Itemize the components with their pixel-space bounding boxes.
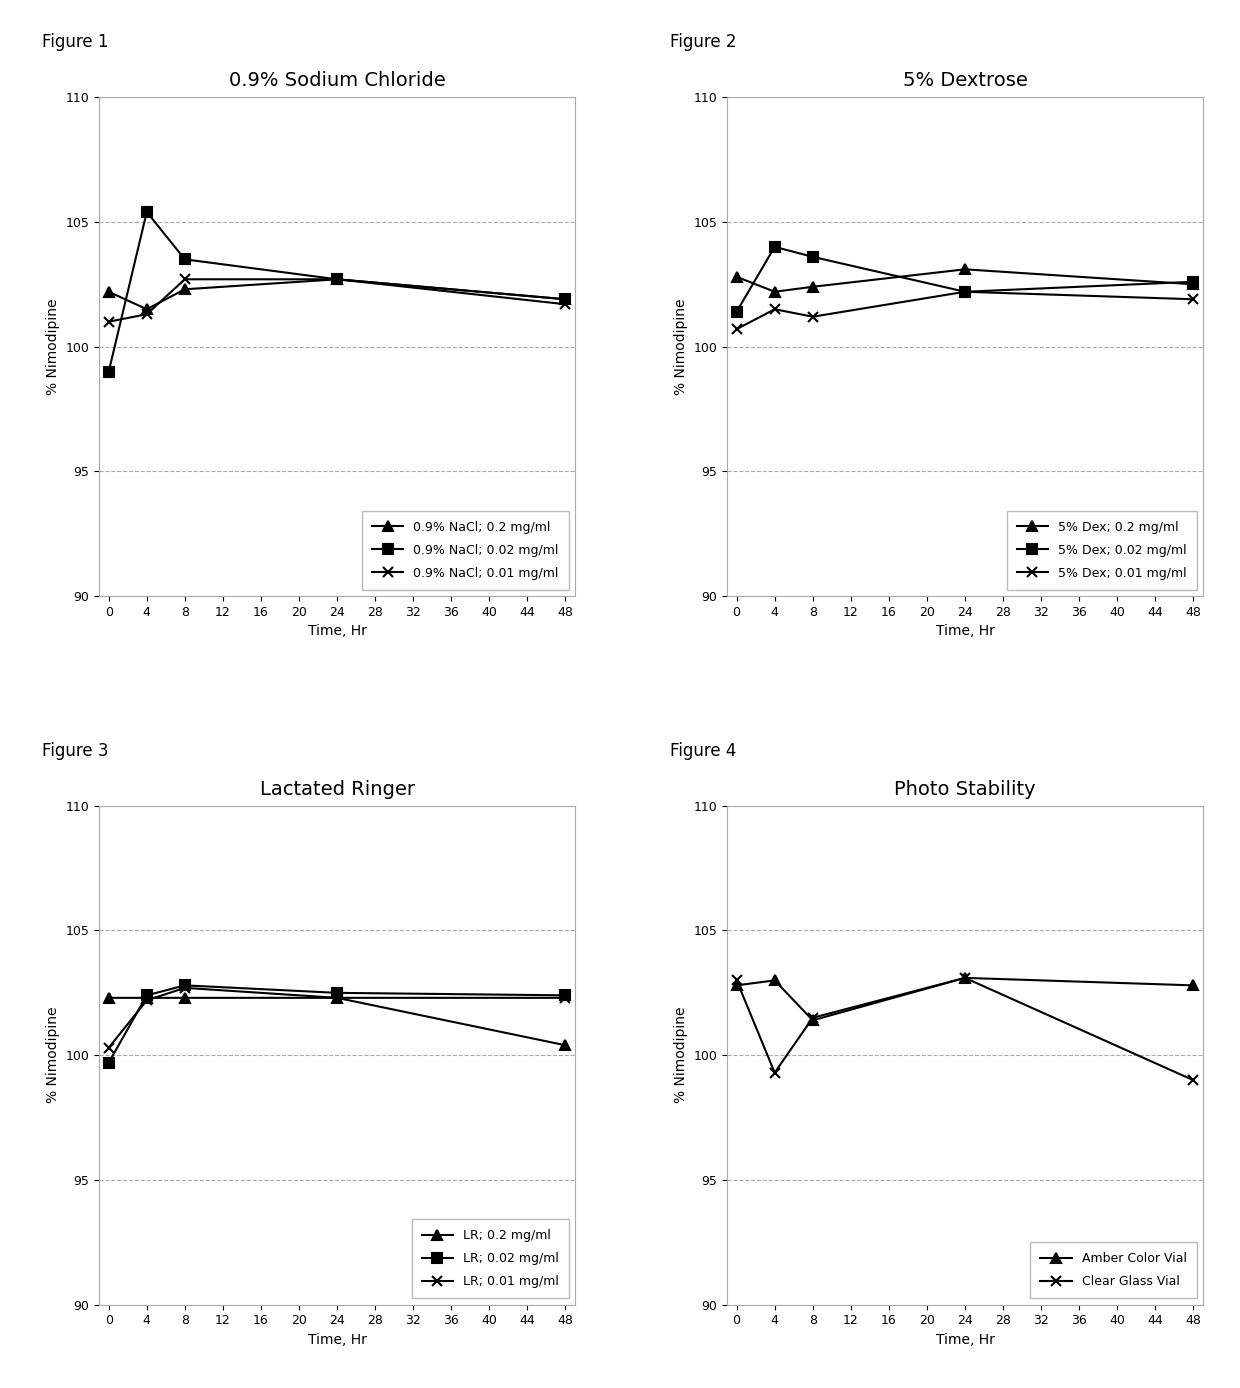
5% Dex; 0.02 mg/ml: [805, 248, 820, 265]
5% Dex; 0.01 mg/ml: [1185, 291, 1200, 308]
Legend: Amber Color Vial, Clear Glass Vial: Amber Color Vial, Clear Glass Vial: [1030, 1242, 1197, 1298]
LR; 0.2 mg/ml: [139, 990, 154, 1006]
Text: Figure 2: Figure 2: [670, 33, 737, 51]
Clear Glass Vial: [768, 1065, 782, 1081]
Text: Figure 4: Figure 4: [670, 741, 737, 759]
LR; 0.01 mg/ml: [102, 1040, 117, 1056]
Line: 5% Dex; 0.02 mg/ml: 5% Dex; 0.02 mg/ml: [732, 242, 1198, 316]
LR; 0.2 mg/ml: [330, 990, 345, 1006]
Line: 5% Dex; 0.01 mg/ml: 5% Dex; 0.01 mg/ml: [732, 287, 1198, 335]
Line: 0.9% NaCl; 0.02 mg/ml: 0.9% NaCl; 0.02 mg/ml: [104, 207, 570, 376]
0.9% NaCl; 0.02 mg/ml: [558, 291, 573, 308]
LR; 0.2 mg/ml: [558, 1037, 573, 1053]
Amber Color Vial: [729, 977, 744, 994]
0.9% NaCl; 0.01 mg/ml: [177, 271, 192, 287]
0.9% NaCl; 0.02 mg/ml: [330, 271, 345, 287]
LR; 0.02 mg/ml: [102, 1055, 117, 1072]
0.9% NaCl; 0.01 mg/ml: [139, 305, 154, 322]
Legend: 0.9% NaCl; 0.2 mg/ml, 0.9% NaCl; 0.02 mg/ml, 0.9% NaCl; 0.01 mg/ml: 0.9% NaCl; 0.2 mg/ml, 0.9% NaCl; 0.02 mg…: [362, 511, 569, 590]
X-axis label: Time, Hr: Time, Hr: [935, 1332, 994, 1346]
Title: Photo Stability: Photo Stability: [894, 780, 1035, 798]
Y-axis label: % Nimodipine: % Nimodipine: [46, 298, 60, 396]
Line: Clear Glass Vial: Clear Glass Vial: [732, 973, 1198, 1085]
Amber Color Vial: [957, 970, 972, 987]
LR; 0.01 mg/ml: [177, 980, 192, 997]
0.9% NaCl; 0.2 mg/ml: [330, 271, 345, 287]
0.9% NaCl; 0.02 mg/ml: [102, 364, 117, 380]
Text: Figure 3: Figure 3: [42, 741, 109, 759]
Legend: LR; 0.2 mg/ml, LR; 0.02 mg/ml, LR; 0.01 mg/ml: LR; 0.2 mg/ml, LR; 0.02 mg/ml, LR; 0.01 …: [412, 1220, 569, 1298]
LR; 0.01 mg/ml: [330, 990, 345, 1006]
Text: Figure 1: Figure 1: [42, 33, 109, 51]
5% Dex; 0.2 mg/ml: [768, 283, 782, 300]
Amber Color Vial: [768, 972, 782, 988]
0.9% NaCl; 0.01 mg/ml: [558, 296, 573, 312]
X-axis label: Time, Hr: Time, Hr: [308, 1332, 367, 1346]
Title: Lactated Ringer: Lactated Ringer: [259, 780, 414, 798]
Clear Glass Vial: [1185, 1072, 1200, 1088]
5% Dex; 0.2 mg/ml: [805, 279, 820, 296]
Line: LR; 0.2 mg/ml: LR; 0.2 mg/ml: [104, 992, 570, 1051]
5% Dex; 0.02 mg/ml: [1185, 273, 1200, 290]
X-axis label: Time, Hr: Time, Hr: [308, 625, 367, 638]
5% Dex; 0.01 mg/ml: [805, 308, 820, 325]
5% Dex; 0.02 mg/ml: [768, 239, 782, 255]
Amber Color Vial: [805, 1012, 820, 1029]
Legend: 5% Dex; 0.2 mg/ml, 5% Dex; 0.02 mg/ml, 5% Dex; 0.01 mg/ml: 5% Dex; 0.2 mg/ml, 5% Dex; 0.02 mg/ml, 5…: [1007, 511, 1197, 590]
LR; 0.2 mg/ml: [177, 990, 192, 1006]
Line: 5% Dex; 0.2 mg/ml: 5% Dex; 0.2 mg/ml: [732, 265, 1198, 297]
LR; 0.02 mg/ml: [330, 984, 345, 1001]
Line: LR; 0.02 mg/ml: LR; 0.02 mg/ml: [104, 980, 570, 1067]
0.9% NaCl; 0.02 mg/ml: [139, 204, 154, 221]
Clear Glass Vial: [805, 1009, 820, 1026]
X-axis label: Time, Hr: Time, Hr: [935, 625, 994, 638]
5% Dex; 0.2 mg/ml: [957, 261, 972, 278]
Y-axis label: % Nimodipine: % Nimodipine: [675, 1006, 688, 1103]
0.9% NaCl; 0.2 mg/ml: [558, 291, 573, 308]
LR; 0.02 mg/ml: [177, 977, 192, 994]
0.9% NaCl; 0.01 mg/ml: [330, 271, 345, 287]
0.9% NaCl; 0.2 mg/ml: [177, 280, 192, 297]
Y-axis label: % Nimodipine: % Nimodipine: [675, 298, 688, 396]
5% Dex; 0.01 mg/ml: [729, 321, 744, 337]
5% Dex; 0.2 mg/ml: [729, 268, 744, 285]
0.9% NaCl; 0.01 mg/ml: [102, 314, 117, 330]
5% Dex; 0.01 mg/ml: [768, 301, 782, 318]
Line: 0.9% NaCl; 0.2 mg/ml: 0.9% NaCl; 0.2 mg/ml: [104, 275, 570, 314]
Title: 5% Dextrose: 5% Dextrose: [903, 71, 1028, 90]
5% Dex; 0.01 mg/ml: [957, 283, 972, 300]
0.9% NaCl; 0.02 mg/ml: [177, 251, 192, 268]
Y-axis label: % Nimodipine: % Nimodipine: [46, 1006, 60, 1103]
5% Dex; 0.2 mg/ml: [1185, 276, 1200, 293]
LR; 0.02 mg/ml: [139, 987, 154, 1004]
LR; 0.2 mg/ml: [102, 990, 117, 1006]
Line: Amber Color Vial: Amber Color Vial: [732, 973, 1198, 1026]
Amber Color Vial: [1185, 977, 1200, 994]
5% Dex; 0.02 mg/ml: [729, 304, 744, 321]
5% Dex; 0.02 mg/ml: [957, 283, 972, 300]
LR; 0.01 mg/ml: [558, 990, 573, 1006]
Line: LR; 0.01 mg/ml: LR; 0.01 mg/ml: [104, 983, 570, 1052]
LR; 0.02 mg/ml: [558, 987, 573, 1004]
Clear Glass Vial: [729, 972, 744, 988]
LR; 0.01 mg/ml: [139, 992, 154, 1009]
0.9% NaCl; 0.2 mg/ml: [139, 301, 154, 318]
0.9% NaCl; 0.2 mg/ml: [102, 283, 117, 300]
Title: 0.9% Sodium Chloride: 0.9% Sodium Chloride: [228, 71, 445, 90]
Clear Glass Vial: [957, 970, 972, 987]
Line: 0.9% NaCl; 0.01 mg/ml: 0.9% NaCl; 0.01 mg/ml: [104, 275, 570, 326]
